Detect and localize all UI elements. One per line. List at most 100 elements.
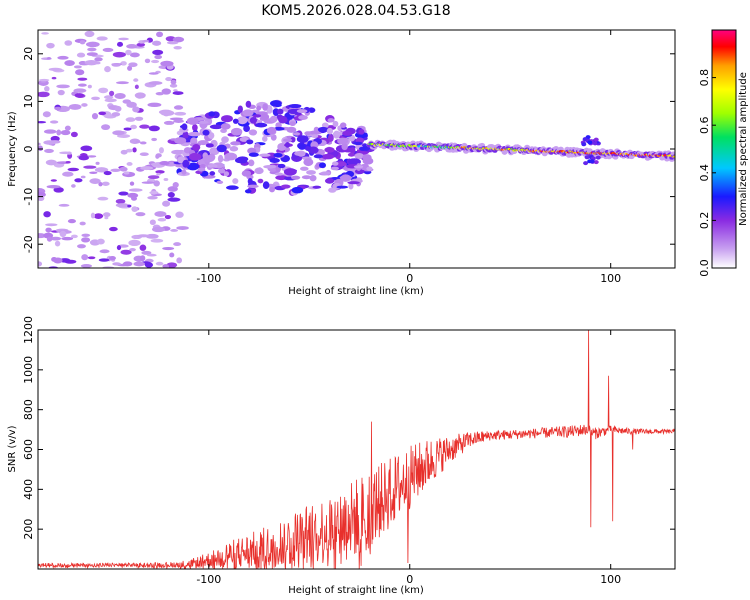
spectrogram-cell [67, 167, 80, 172]
spectrogram-cell [56, 84, 70, 89]
spectrogram-cell [589, 159, 595, 164]
spectrogram-cell [224, 152, 238, 161]
snr-y-tick-label: 1000 [22, 356, 35, 384]
spectrogram-y-ticks: -20 -10 0 10 20 [22, 47, 675, 253]
spectrogram-cell [133, 78, 139, 82]
snr-panel: -100 0 100 200 400 600 800 1000 1200 Height of … [7, 316, 676, 596]
spectrogram-cell [236, 159, 248, 164]
spectrogram-cell [243, 124, 250, 133]
spectrogram-cell [340, 122, 347, 128]
spectrogram-cell [80, 175, 86, 179]
spectrogram-cell [283, 168, 297, 176]
spectrogram-cell [330, 166, 340, 171]
spectrogram-cell [96, 36, 108, 41]
spectrogram-cell [328, 187, 337, 193]
spectrogram-cell [156, 31, 164, 38]
spectrogram-cell [42, 111, 51, 118]
spectrogram-cell [104, 98, 117, 103]
spectrogram-cell [209, 124, 223, 130]
spectrogram-cell [71, 234, 78, 239]
figure-title: KOM5.2026.028.04.53.G18 [261, 3, 450, 19]
spectrogram-cell [81, 103, 88, 107]
spectrogram-cell [595, 155, 601, 160]
spectrogram-cell [95, 161, 100, 165]
spectrogram-cell [305, 146, 311, 151]
spectrogram-cell [136, 42, 146, 47]
spectrogram-cell [79, 221, 86, 226]
spectrogram-cell [176, 226, 189, 230]
spectrogram-cell [277, 143, 287, 151]
spectrogram-cell [86, 52, 98, 56]
spectrogram-cell [64, 40, 73, 46]
spectrogram-cell [309, 174, 317, 182]
spectrogram-cell [172, 182, 179, 188]
spectrogram-cell [257, 178, 264, 184]
spectrogram-cell [216, 180, 224, 184]
spectrogram-cell [128, 188, 143, 192]
spectrogram-cell [59, 230, 67, 238]
spectrogram-cell [98, 181, 103, 187]
spectrogram-cell [192, 124, 198, 132]
spectrogram-cell [109, 90, 115, 97]
spectrogram-cell [149, 190, 159, 195]
spectrogram-cell [158, 147, 164, 154]
spectrogram-cell [149, 219, 156, 226]
spectrogram-cell [160, 60, 174, 67]
spectrogram-cell [317, 126, 329, 133]
spectrogram-cell [152, 40, 162, 46]
spectrogram-cell [77, 244, 86, 249]
spectrogram-cell [247, 177, 253, 185]
spectrogram-cell [71, 184, 76, 188]
spectrogram-cell [291, 175, 301, 180]
spectrogram-cell [174, 111, 187, 116]
colorbar-tick-label: 0.2 [698, 212, 711, 230]
spectrogram-cell [327, 134, 334, 142]
spectrogram-cell [298, 115, 308, 120]
spectrogram-cell [291, 186, 304, 194]
spectrogram-cell [269, 186, 276, 193]
spectrogram-cell [155, 91, 164, 96]
spectrogram-cell [154, 54, 163, 60]
spectrogram-cell [78, 155, 89, 161]
spectrogram-cell [294, 151, 305, 156]
spectrogram-cell [583, 161, 589, 166]
spectrogram-cell [186, 117, 199, 125]
spectrogram-cell [50, 135, 60, 142]
spectrogram-cell [162, 200, 171, 207]
spectrogram-cell [123, 127, 132, 131]
spectrogram-cell [57, 55, 69, 60]
spectrogram-cell [162, 246, 175, 251]
spectrogram-cell [319, 162, 326, 169]
spectrogram-cell [53, 257, 63, 264]
spectrogram-cell [46, 42, 55, 49]
spectrogram-cell [232, 118, 239, 124]
spectrogram-cell [182, 131, 189, 139]
spectrogram-cell [125, 49, 132, 56]
spectrogram-cell [86, 155, 97, 158]
spectrogram-cell [147, 175, 160, 180]
spectrogram-cell [74, 178, 83, 183]
spectrogram-y-tick-label: -20 [22, 235, 35, 253]
spectrogram-cell [273, 152, 283, 158]
spectrogram-y-tick-label: 0 [22, 146, 35, 153]
spectrogram-cell [81, 233, 91, 237]
spectrogram-cell [341, 143, 348, 151]
spectrogram-cell [75, 69, 85, 76]
spectrogram-cell [163, 120, 175, 125]
spectrogram-cell [74, 93, 85, 98]
colorbar-tick-label: 0.4 [698, 164, 711, 182]
spectrogram-cell [248, 159, 255, 167]
spectrogram-cell [220, 123, 231, 130]
spectrogram-cell [130, 124, 137, 130]
spectrogram-cell [169, 252, 175, 258]
spectrogram-cell [94, 167, 109, 173]
spectrogram-cell [327, 118, 335, 123]
spectrogram-cell [131, 196, 138, 201]
spectrogram-cell [139, 152, 149, 157]
spectrogram-cell [167, 191, 175, 198]
spectrogram-cell [89, 171, 98, 174]
spectrogram-cell [362, 154, 372, 161]
spectrogram-y-label: Frequency (Hz) [7, 111, 18, 187]
spectrogram-cell [217, 154, 224, 163]
spectrogram-cell [237, 105, 243, 113]
